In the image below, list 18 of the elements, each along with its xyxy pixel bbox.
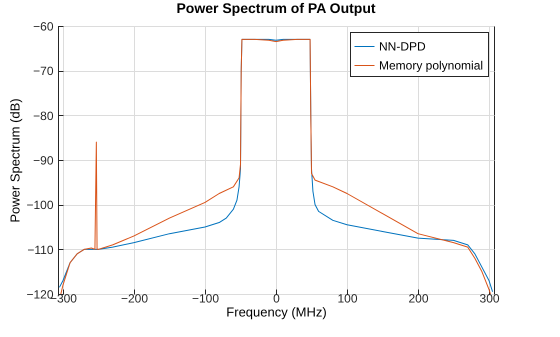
y-tick-label: −100	[26, 198, 54, 212]
x-axis-title: Frequency (MHz)	[226, 304, 327, 320]
legend-label: Memory polynomial	[379, 58, 484, 72]
y-tick-label: −60	[33, 20, 54, 34]
y-tick-label: −80	[33, 108, 54, 123]
x-tick-label: 300	[480, 292, 500, 306]
y-tick-label: −120	[26, 288, 54, 302]
x-tick-label: 0	[273, 292, 280, 306]
x-tick-label: 100	[337, 292, 358, 306]
y-tick-label: −90	[33, 154, 54, 168]
x-tick-label: 200	[408, 292, 429, 306]
x-tick-label: −200	[120, 292, 148, 306]
y-tick-label: −110	[27, 242, 54, 257]
y-axis-title: Power Spectrum (dB)	[7, 98, 22, 223]
y-tick-label: −70	[33, 64, 54, 78]
x-tick-label: −100	[192, 292, 220, 306]
chart-title: Power Spectrum of PA Output	[176, 0, 376, 16]
legend-label: NN-DPD	[379, 40, 426, 54]
